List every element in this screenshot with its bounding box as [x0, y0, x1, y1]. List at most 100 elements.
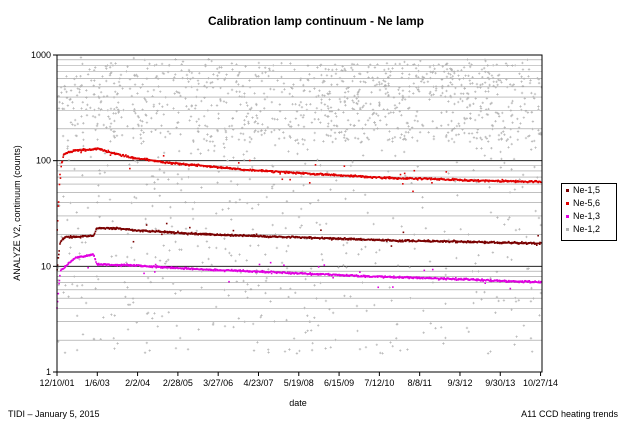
- data-point: [414, 67, 418, 70]
- data-point: [417, 85, 420, 89]
- data-point: [323, 94, 326, 97]
- data-point: [80, 107, 83, 110]
- data-point: [518, 72, 521, 75]
- data-point: [320, 101, 323, 105]
- data-point: [504, 241, 507, 244]
- data-point: [212, 270, 215, 272]
- data-point: [75, 314, 79, 318]
- data-point: [468, 279, 471, 281]
- data-point: [92, 253, 94, 256]
- data-point: [442, 278, 445, 281]
- data-point: [457, 122, 460, 125]
- data-point: [525, 242, 528, 244]
- data-point: [518, 178, 521, 181]
- data-point: [85, 89, 88, 92]
- data-point: [378, 176, 381, 178]
- data-point: [112, 134, 116, 138]
- data-point: [152, 88, 156, 92]
- data-point: [256, 169, 258, 172]
- data-point: [66, 152, 69, 155]
- data-point: [63, 237, 66, 239]
- data-point: [359, 271, 361, 273]
- data-point: [175, 90, 178, 93]
- data-point: [350, 62, 354, 66]
- data-point: [142, 131, 145, 134]
- data-point: [258, 270, 260, 273]
- data-point: [104, 227, 107, 230]
- data-point: [241, 235, 244, 238]
- data-point: [97, 95, 100, 98]
- data-point: [471, 76, 474, 79]
- data-point: [386, 91, 389, 94]
- data-point: [397, 276, 400, 278]
- data-point: [403, 98, 407, 101]
- data-point: [97, 107, 100, 110]
- data-point: [328, 98, 331, 101]
- data-point: [284, 236, 286, 239]
- data-point: [440, 240, 443, 243]
- data-point: [512, 157, 516, 161]
- data-point: [457, 133, 461, 136]
- data-point: [324, 347, 327, 350]
- data-point: [371, 108, 375, 111]
- data-point: [313, 117, 316, 121]
- data-point: [413, 169, 416, 172]
- data-point: [338, 97, 342, 101]
- data-point: [405, 177, 407, 180]
- data-point: [75, 94, 79, 97]
- data-point: [431, 240, 434, 243]
- data-point: [265, 271, 267, 274]
- data-point: [393, 104, 397, 107]
- data-point: [236, 234, 239, 236]
- data-point: [222, 100, 226, 103]
- data-point: [287, 271, 289, 274]
- data-point: [359, 72, 362, 76]
- data-point: [73, 118, 77, 122]
- data-point: [331, 238, 334, 240]
- data-point: [239, 132, 243, 135]
- data-point: [261, 123, 264, 126]
- data-point: [170, 225, 174, 228]
- data-point: [249, 168, 252, 171]
- data-point: [93, 115, 97, 119]
- data-point: [480, 138, 484, 141]
- data-point: [133, 108, 136, 111]
- data-point: [57, 201, 60, 203]
- data-point: [403, 178, 405, 180]
- data-point: [170, 232, 172, 234]
- data-point: [129, 167, 131, 170]
- data-point: [133, 195, 136, 199]
- data-point: [216, 167, 219, 170]
- data-point: [186, 348, 190, 351]
- data-point: [331, 140, 334, 144]
- data-point: [118, 77, 121, 80]
- data-point: [333, 131, 337, 134]
- data-point: [90, 254, 92, 256]
- data-point: [337, 108, 340, 111]
- data-point: [528, 280, 531, 283]
- data-point: [314, 164, 317, 166]
- data-point: [166, 161, 169, 163]
- data-point: [441, 240, 444, 242]
- data-point: [256, 122, 260, 125]
- data-point: [189, 226, 191, 229]
- legend-item: Ne-1,3: [562, 210, 616, 223]
- data-point: [375, 112, 378, 116]
- data-point: [106, 226, 109, 229]
- data-point: [174, 346, 178, 350]
- data-point: [287, 295, 290, 299]
- data-point: [99, 91, 103, 94]
- data-point: [270, 270, 273, 272]
- data-point: [139, 119, 142, 122]
- data-point: [189, 77, 192, 81]
- data-point: [223, 78, 226, 82]
- data-point: [302, 125, 306, 128]
- data-point: [239, 167, 241, 170]
- data-point: [247, 122, 250, 125]
- data-point: [332, 173, 335, 175]
- data-point: [252, 349, 256, 352]
- data-point: [329, 134, 332, 138]
- data-point: [438, 278, 441, 280]
- data-point: [319, 281, 322, 285]
- data-point: [415, 276, 418, 279]
